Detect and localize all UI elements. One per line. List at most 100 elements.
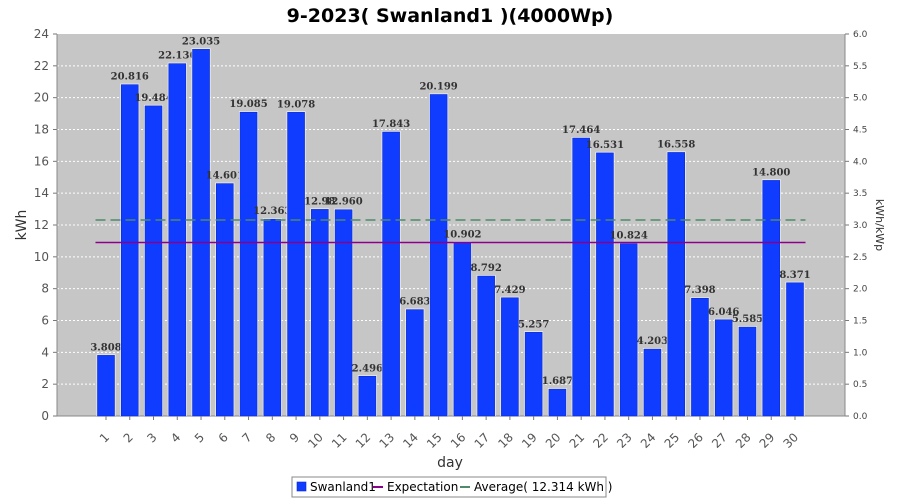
data-label: 6.046 bbox=[708, 307, 739, 318]
data-label: 20.199 bbox=[419, 81, 457, 92]
bar bbox=[596, 152, 614, 417]
x-tick-label: 18 bbox=[495, 430, 516, 451]
data-label: 20.816 bbox=[111, 72, 149, 83]
bar bbox=[287, 112, 305, 417]
x-tick-label: 21 bbox=[567, 430, 588, 451]
x-tick-label: 26 bbox=[685, 430, 706, 451]
data-label: 8.792 bbox=[470, 263, 501, 274]
data-label: 19.484 bbox=[134, 93, 172, 104]
bar bbox=[168, 63, 187, 417]
bar bbox=[120, 84, 139, 417]
data-label: 14.601 bbox=[206, 171, 244, 182]
legend-swatch-bars bbox=[296, 481, 307, 492]
bar bbox=[453, 242, 472, 417]
data-label: 7.429 bbox=[494, 285, 525, 296]
legend-label-bars: Swanland1 bbox=[310, 480, 376, 494]
x-tick-label: 10 bbox=[305, 430, 326, 451]
y2-tick-label: 3.0 bbox=[853, 221, 868, 231]
data-label: 17.464 bbox=[562, 125, 600, 136]
bar bbox=[144, 105, 163, 417]
data-label: 2.496 bbox=[352, 363, 383, 374]
bar bbox=[619, 243, 638, 417]
y-tick-label: 24 bbox=[34, 27, 49, 41]
x-tick-label: 17 bbox=[472, 430, 493, 451]
x-tick-label: 11 bbox=[329, 430, 350, 451]
data-label: 12.363 bbox=[253, 206, 291, 217]
y-tick-label: 4 bbox=[41, 345, 49, 359]
bar bbox=[263, 218, 282, 417]
bar bbox=[239, 111, 258, 417]
y2-tick-label: 2.0 bbox=[853, 285, 868, 295]
x-tick-label: 19 bbox=[519, 430, 540, 451]
y2-tick-label: 4.0 bbox=[853, 157, 868, 167]
x-tick-label: 6 bbox=[216, 430, 231, 445]
y-tick-label: 16 bbox=[34, 154, 49, 168]
bar bbox=[548, 388, 567, 417]
bar bbox=[382, 131, 400, 417]
x-tick-label: 24 bbox=[638, 430, 659, 451]
data-label: 8.371 bbox=[779, 270, 810, 281]
x-tick-label: 27 bbox=[709, 430, 730, 451]
x-tick-label: 2 bbox=[121, 430, 136, 445]
x-tick-label: 28 bbox=[733, 430, 754, 451]
x-tick-label: 15 bbox=[424, 430, 445, 451]
x-tick-label: 9 bbox=[287, 430, 302, 445]
bar bbox=[406, 309, 424, 417]
x-tick-label: 29 bbox=[757, 430, 778, 451]
x-tick-label: 3 bbox=[144, 430, 159, 445]
y-tick-label: 0 bbox=[41, 409, 49, 423]
data-label: 16.558 bbox=[657, 139, 695, 150]
x-tick-label: 7 bbox=[239, 430, 254, 445]
x-tick-label: 16 bbox=[448, 430, 469, 451]
chart-title: 9-2023( Swanland1 )(4000Wp) bbox=[287, 5, 614, 27]
data-label: 10.824 bbox=[610, 231, 648, 242]
x-tick-label: 14 bbox=[400, 430, 421, 451]
y-tick-label: 6 bbox=[41, 314, 49, 328]
data-label: 16.531 bbox=[586, 140, 624, 151]
bar bbox=[643, 348, 662, 417]
data-label: 5.257 bbox=[518, 319, 549, 330]
data-label: 5.585 bbox=[732, 314, 763, 325]
x-tick-label: 5 bbox=[192, 430, 207, 445]
legend-label-expectation: Expectation bbox=[387, 480, 458, 494]
bar bbox=[762, 180, 781, 417]
data-label: 3.808 bbox=[90, 342, 121, 353]
bar bbox=[738, 326, 757, 417]
x-tick-label: 25 bbox=[662, 430, 683, 451]
y2-tick-label: 5.5 bbox=[853, 62, 867, 72]
x-tick-label: 12 bbox=[353, 430, 374, 451]
y-tick-label: 8 bbox=[41, 282, 49, 296]
bar bbox=[524, 332, 543, 417]
y-tick-label: 10 bbox=[34, 250, 49, 264]
bar bbox=[691, 297, 709, 417]
y2-tick-label: 0.5 bbox=[853, 380, 867, 390]
x-tick-label: 22 bbox=[590, 430, 611, 451]
y2-tick-label: 3.5 bbox=[853, 189, 867, 199]
y2-axis-label: kWh/kWp bbox=[873, 199, 886, 251]
bar bbox=[786, 282, 804, 417]
x-tick-label: 30 bbox=[780, 430, 801, 451]
y-tick-label: 12 bbox=[34, 218, 49, 232]
y-tick-label: 2 bbox=[41, 377, 49, 391]
y-axis-label: kWh bbox=[14, 210, 30, 241]
data-label: 23.035 bbox=[182, 36, 220, 47]
x-tick-label: 13 bbox=[377, 430, 398, 451]
data-label: 6.683 bbox=[399, 297, 430, 308]
bar bbox=[97, 355, 115, 417]
bar bbox=[358, 375, 377, 417]
bar bbox=[334, 209, 353, 417]
data-label: 19.078 bbox=[277, 99, 315, 110]
x-tick-label: 20 bbox=[543, 430, 564, 451]
data-label: 12.98 bbox=[304, 196, 335, 207]
bar bbox=[311, 209, 329, 417]
y-tick-label: 20 bbox=[34, 91, 49, 105]
data-label: 14.800 bbox=[752, 167, 790, 178]
y2-tick-label: 1.5 bbox=[853, 317, 867, 327]
bar bbox=[429, 94, 448, 417]
data-label: 12.960 bbox=[324, 197, 362, 208]
y2-tick-label: 6.0 bbox=[853, 30, 868, 40]
y-tick-label: 14 bbox=[34, 186, 49, 200]
x-tick-label: 1 bbox=[97, 430, 112, 445]
